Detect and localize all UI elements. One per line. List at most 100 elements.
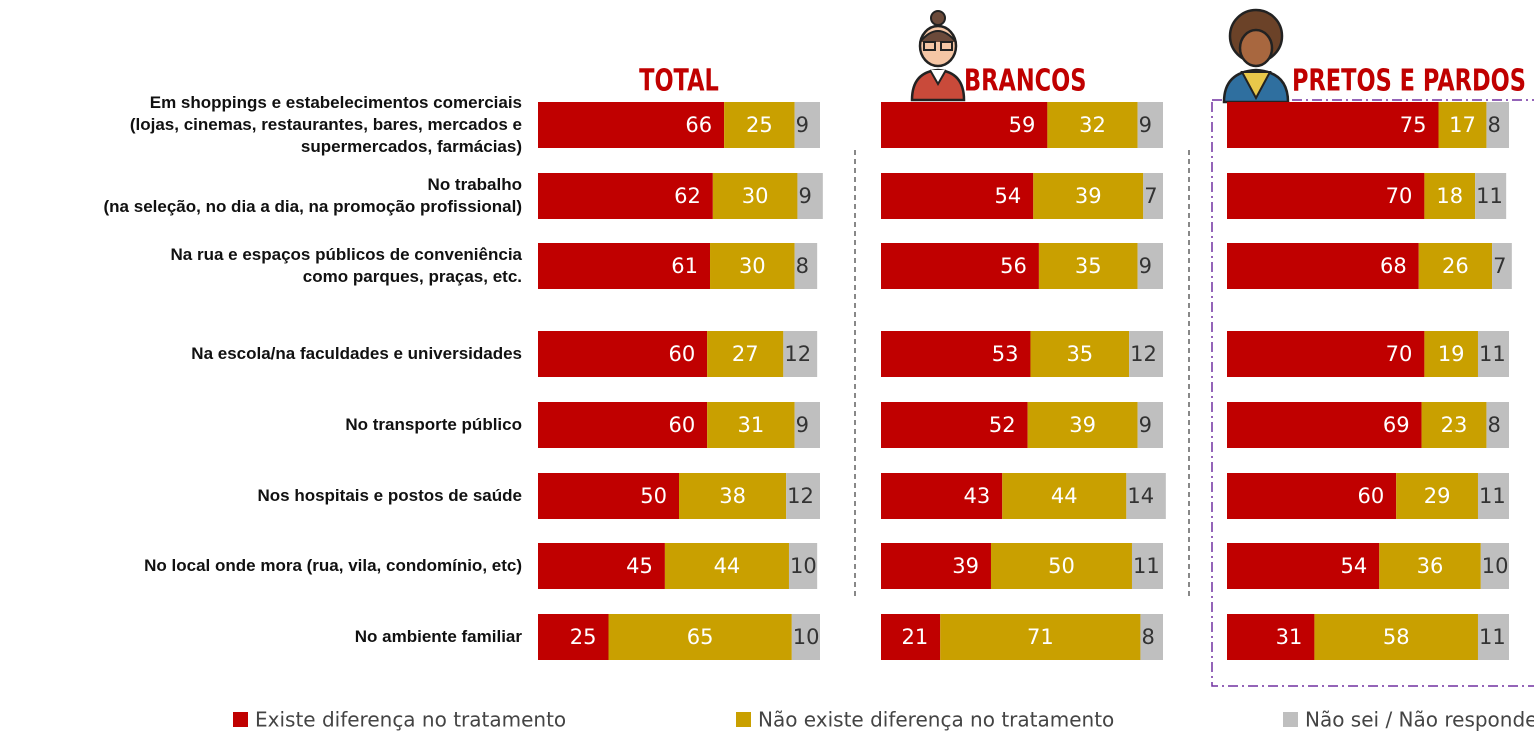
value-label: 39	[1075, 184, 1102, 208]
bar-segment	[1126, 473, 1166, 519]
legend-label: Não existe diferença no tratamento	[758, 708, 1114, 732]
bar-segment	[1480, 543, 1509, 589]
bar-segment	[1227, 331, 1425, 377]
bar-segment	[1227, 473, 1397, 519]
value-label: 35	[1075, 254, 1102, 278]
value-label: 32	[1079, 113, 1106, 137]
value-label: 17	[1449, 113, 1476, 137]
bar-segment	[797, 173, 823, 219]
bar-segment	[1137, 102, 1163, 148]
bar-segment	[679, 473, 787, 519]
value-label: 9	[1139, 113, 1152, 137]
bar-segment	[707, 402, 795, 448]
value-label: 9	[1139, 254, 1152, 278]
value-label: 23	[1441, 413, 1468, 437]
bar-segment	[1131, 543, 1163, 589]
bar-segment	[1492, 243, 1512, 289]
value-label: 43	[964, 484, 991, 508]
bar-segment	[881, 473, 1003, 519]
value-label: 25	[746, 113, 773, 137]
value-label: 9	[796, 413, 809, 437]
value-label: 68	[1380, 254, 1407, 278]
bar-segment	[881, 243, 1039, 289]
bar-segment	[1137, 402, 1163, 448]
bar-segment	[1033, 173, 1144, 219]
value-label: 56	[1000, 254, 1027, 278]
value-label: 30	[739, 254, 766, 278]
bar-segment	[1129, 331, 1163, 377]
value-label: 60	[668, 413, 695, 437]
bar-segment	[1047, 102, 1138, 148]
value-label: 12	[784, 342, 811, 366]
category-label: Na rua e espaços públicos de conveniênci…	[170, 245, 522, 286]
bar-segment	[1379, 543, 1481, 589]
bar-segment	[664, 543, 789, 589]
bar-segment	[1475, 173, 1507, 219]
bar-segment	[783, 331, 818, 377]
value-label: 62	[674, 184, 701, 208]
category-label: No ambiente familiar	[354, 627, 522, 646]
value-label: 59	[1009, 113, 1036, 137]
bar-segment	[1002, 473, 1127, 519]
bar-segment	[794, 402, 820, 448]
value-label: 54	[995, 184, 1022, 208]
bar-segment	[538, 243, 711, 289]
bar-segment	[1030, 331, 1130, 377]
bar-segment	[1038, 243, 1138, 289]
value-label: 29	[1424, 484, 1451, 508]
bar-segment	[1477, 614, 1509, 660]
value-label: 10	[790, 554, 817, 578]
value-label: 66	[685, 113, 712, 137]
value-label: 7	[1493, 254, 1506, 278]
bar-segment	[786, 473, 820, 519]
value-label: 36	[1417, 554, 1444, 578]
value-label: 19	[1438, 342, 1465, 366]
value-label: 12	[1130, 342, 1157, 366]
value-label: 11	[1479, 625, 1506, 649]
value-label: 54	[1341, 554, 1368, 578]
value-label: 26	[1442, 254, 1469, 278]
value-label: 8	[1141, 625, 1154, 649]
bar-segment	[1486, 402, 1509, 448]
value-label: 8	[1487, 413, 1500, 437]
bar-segment	[1424, 173, 1476, 219]
value-label: 10	[1482, 554, 1509, 578]
bar-segment	[1140, 614, 1163, 660]
bar-segment	[538, 173, 713, 219]
bar-segment	[1027, 402, 1138, 448]
bar-segment	[538, 543, 665, 589]
icon-woman	[910, 10, 966, 102]
value-label: 9	[798, 184, 811, 208]
value-label: 25	[570, 625, 597, 649]
value-label: 70	[1386, 184, 1413, 208]
value-label: 9	[1139, 413, 1152, 437]
value-label: 50	[1048, 554, 1075, 578]
value-label: 27	[732, 342, 759, 366]
bar-segment	[1227, 402, 1422, 448]
value-label: 11	[1479, 342, 1506, 366]
category-label: No trabalho (na seleção, no dia a dia, n…	[103, 175, 522, 216]
bar-segment	[1137, 243, 1163, 289]
bar-segment	[1418, 243, 1493, 289]
highlight-box	[1211, 99, 1534, 687]
bar-segment	[538, 331, 708, 377]
bar-segment	[791, 614, 820, 660]
bar-segment	[990, 543, 1132, 589]
value-label: 39	[1069, 413, 1096, 437]
value-label: 71	[1027, 625, 1054, 649]
value-label: 11	[1133, 554, 1160, 578]
value-label: 70	[1386, 342, 1413, 366]
category-label: Nos hospitais e postos de saúde	[257, 486, 522, 505]
bar-segment	[794, 102, 820, 148]
bar-segment	[538, 614, 609, 660]
icon-black-woman	[1222, 8, 1290, 104]
bar-segment	[538, 473, 679, 519]
value-label: 61	[671, 254, 698, 278]
value-label: 58	[1383, 625, 1410, 649]
value-label: 21	[901, 625, 928, 649]
bar-segment	[1227, 243, 1419, 289]
legend-label: Não sei / Não respondeu	[1305, 708, 1534, 732]
legend-swatch	[233, 712, 248, 727]
value-label: 9	[796, 113, 809, 137]
